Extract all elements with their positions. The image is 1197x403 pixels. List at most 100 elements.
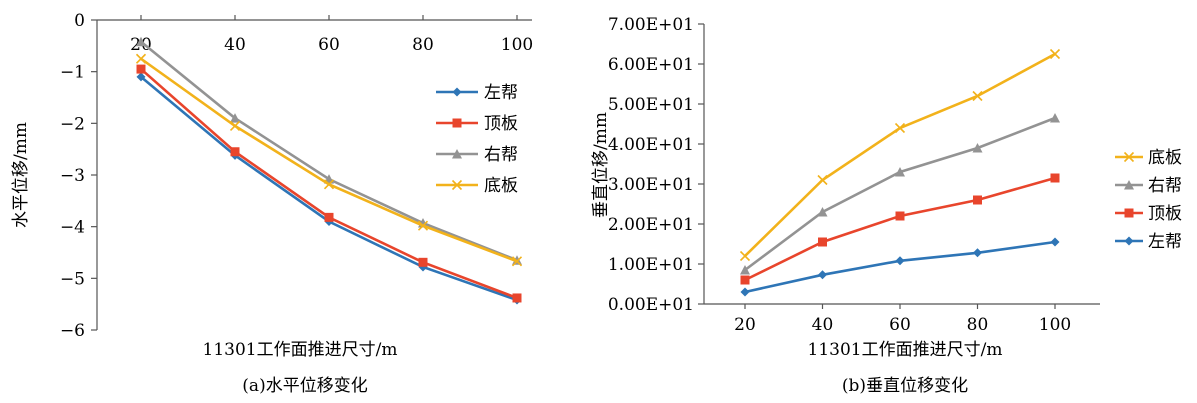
chart-b: 0.00E+01 1.00E+01 2.00E+01 3.00E+01 4.00E+01… (591, 15, 1182, 396)
legend-marker (1123, 151, 1135, 163)
y-tick-label: 3.00E+01 (608, 175, 694, 195)
legend-marker (1124, 236, 1134, 246)
data-point (135, 53, 147, 64)
y-tick-label: −6 (60, 321, 85, 341)
y-tick-label: 7.00E+01 (608, 15, 694, 35)
legend-label: 左帮 (484, 83, 518, 103)
chart-b-caption: (b)垂直位移变化 (842, 376, 968, 396)
data-point (512, 293, 522, 303)
y-tick-label: −5 (60, 269, 85, 289)
x-tick-label: 80 (412, 35, 434, 55)
chart-a-series (135, 36, 523, 305)
chart-a-x-label: 11301工作面推进尺寸/m (203, 340, 398, 360)
data-point (973, 195, 982, 205)
data-point (817, 207, 828, 217)
data-point (136, 64, 146, 74)
chart-b-x-ticks: 20 40 60 80 100 (734, 304, 1071, 335)
legend-marker (452, 87, 462, 97)
data-point (894, 122, 906, 134)
legend-label: 左帮 (1148, 232, 1182, 252)
data-point (973, 248, 982, 258)
chart-a-y-ticks: 0 −1 −2 −3 −4 −5 −6 (60, 11, 97, 341)
data-point (417, 220, 429, 231)
legend-item: 右帮 (1115, 176, 1182, 196)
series-2 (136, 64, 522, 303)
legend-label: 顶板 (484, 114, 518, 134)
chart-b-y-label: 垂直位移/mm (591, 112, 611, 218)
legend-item: 顶板 (1115, 204, 1182, 224)
data-point (740, 287, 750, 297)
y-tick-label: 0.00E+01 (608, 295, 694, 315)
data-point (1049, 48, 1061, 60)
data-point (895, 256, 905, 266)
y-tick-label: 1.00E+01 (608, 255, 694, 275)
x-tick-label: 20 (734, 315, 756, 335)
data-point (136, 36, 146, 47)
legend-marker (1124, 180, 1134, 190)
legend-marker (1124, 208, 1134, 218)
legend-item: 右帮 (436, 145, 518, 165)
series-line (744, 52, 1056, 257)
series-line (140, 40, 518, 262)
data-point (818, 237, 827, 247)
series-1 (739, 48, 1061, 262)
legend-marker (452, 118, 462, 128)
data-point (1050, 173, 1060, 183)
x-tick-label: 100 (501, 35, 533, 55)
legend-label: 右帮 (484, 145, 518, 165)
data-point (895, 211, 905, 221)
legend-item: 顶板 (436, 114, 518, 134)
legend-label: 底板 (1148, 148, 1182, 168)
y-tick-label: 2.00E+01 (608, 215, 694, 235)
data-point (739, 250, 751, 262)
data-point (972, 143, 983, 153)
legend-label: 底板 (484, 176, 518, 196)
data-point (1050, 113, 1060, 123)
y-tick-label: 4.00E+01 (608, 135, 694, 155)
chart-b-x-label: 11301工作面推进尺寸/m (808, 340, 1003, 360)
series-4 (740, 237, 1060, 297)
data-point (418, 257, 428, 267)
data-point (817, 174, 828, 186)
data-point (136, 72, 146, 82)
data-point (324, 212, 334, 222)
data-point (1050, 237, 1060, 247)
series-2 (740, 113, 1060, 275)
x-tick-label: 40 (224, 35, 246, 55)
legend-marker (452, 149, 462, 159)
legend-item: 底板 (436, 176, 518, 196)
data-point (229, 120, 241, 131)
legend-marker (451, 179, 463, 191)
y-tick-label: −1 (60, 63, 85, 83)
y-tick-label: −3 (60, 166, 85, 186)
data-point (323, 179, 335, 190)
chart-a-y-label: 水平位移/mm (11, 122, 31, 228)
y-tick-label: 0 (74, 11, 85, 31)
legend-label: 右帮 (1148, 176, 1182, 196)
x-tick-label: 100 (1039, 315, 1071, 335)
data-point (740, 265, 750, 275)
data-point (972, 90, 983, 102)
y-tick-label: 6.00E+01 (608, 55, 694, 75)
data-point (230, 113, 240, 123)
series-3 (740, 173, 1060, 285)
legend-item: 底板 (1115, 148, 1182, 168)
x-tick-label: 40 (812, 315, 834, 335)
chart-b-series (739, 48, 1061, 297)
y-tick-label: −4 (60, 218, 85, 238)
data-point (230, 147, 240, 157)
legend-item: 左帮 (1115, 232, 1182, 252)
y-tick-label: 5.00E+01 (608, 95, 694, 115)
data-point (818, 270, 827, 280)
legend-label: 顶板 (1148, 204, 1182, 224)
data-point (511, 256, 523, 267)
chart-b-y-ticks: 0.00E+01 1.00E+01 2.00E+01 3.00E+01 4.00E+01… (608, 15, 704, 315)
series-line (744, 240, 1056, 294)
legend-item: 左帮 (436, 83, 518, 103)
x-tick-label: 80 (967, 315, 989, 335)
data-point (895, 167, 905, 177)
